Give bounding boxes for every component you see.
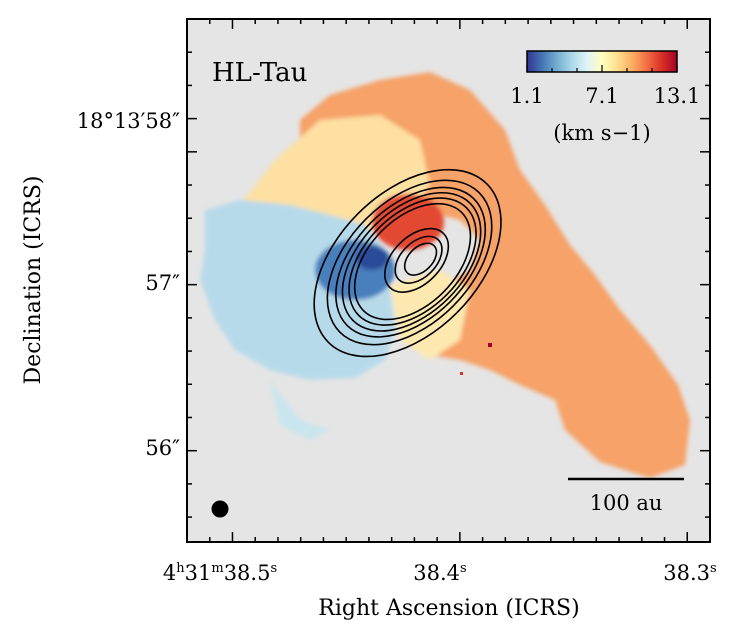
colorbar-tick-min: 1.1 xyxy=(510,84,543,108)
scale-bar-label: 100 au xyxy=(590,491,663,515)
contour-level xyxy=(341,191,482,332)
contour-level xyxy=(335,186,487,338)
contour-level xyxy=(353,202,472,321)
contour-level xyxy=(348,197,477,326)
contour-level xyxy=(394,235,443,284)
y-tick-label-56: 56″ xyxy=(145,436,180,460)
contour-level xyxy=(384,227,450,293)
x-axis-label: Right Ascension (ICRS) xyxy=(318,596,579,621)
velocity-map xyxy=(200,72,690,478)
y-tick-label-58: 18°13′58″ xyxy=(77,109,180,133)
plot-title: HL-Tau xyxy=(212,58,307,88)
x-tick-label-38-3: 38.3s xyxy=(663,561,716,585)
beam-marker xyxy=(211,500,229,518)
contour-level xyxy=(326,179,493,346)
map-speckle xyxy=(488,343,492,347)
y-axis-label: Declination (ICRS) xyxy=(21,176,46,385)
y-tick-label-57: 57″ xyxy=(145,271,180,295)
contour-level xyxy=(313,168,502,358)
x-tick-label-38-5: 4h31m38.5s xyxy=(163,561,277,585)
continuum-contours xyxy=(313,168,502,358)
plot-frame xyxy=(186,18,711,543)
colorbar-unit-label: (km s−1) xyxy=(553,121,650,145)
map-speckle xyxy=(460,372,463,375)
colorbar-tick-max: 13.1 xyxy=(654,84,701,108)
contour-level xyxy=(403,242,438,276)
x-tick-label-38-4: 38.4s xyxy=(413,561,466,585)
colorbar-tick-mid: 7.1 xyxy=(585,84,618,108)
axis-ticks xyxy=(186,18,711,542)
colorbar-ticks xyxy=(526,65,678,72)
